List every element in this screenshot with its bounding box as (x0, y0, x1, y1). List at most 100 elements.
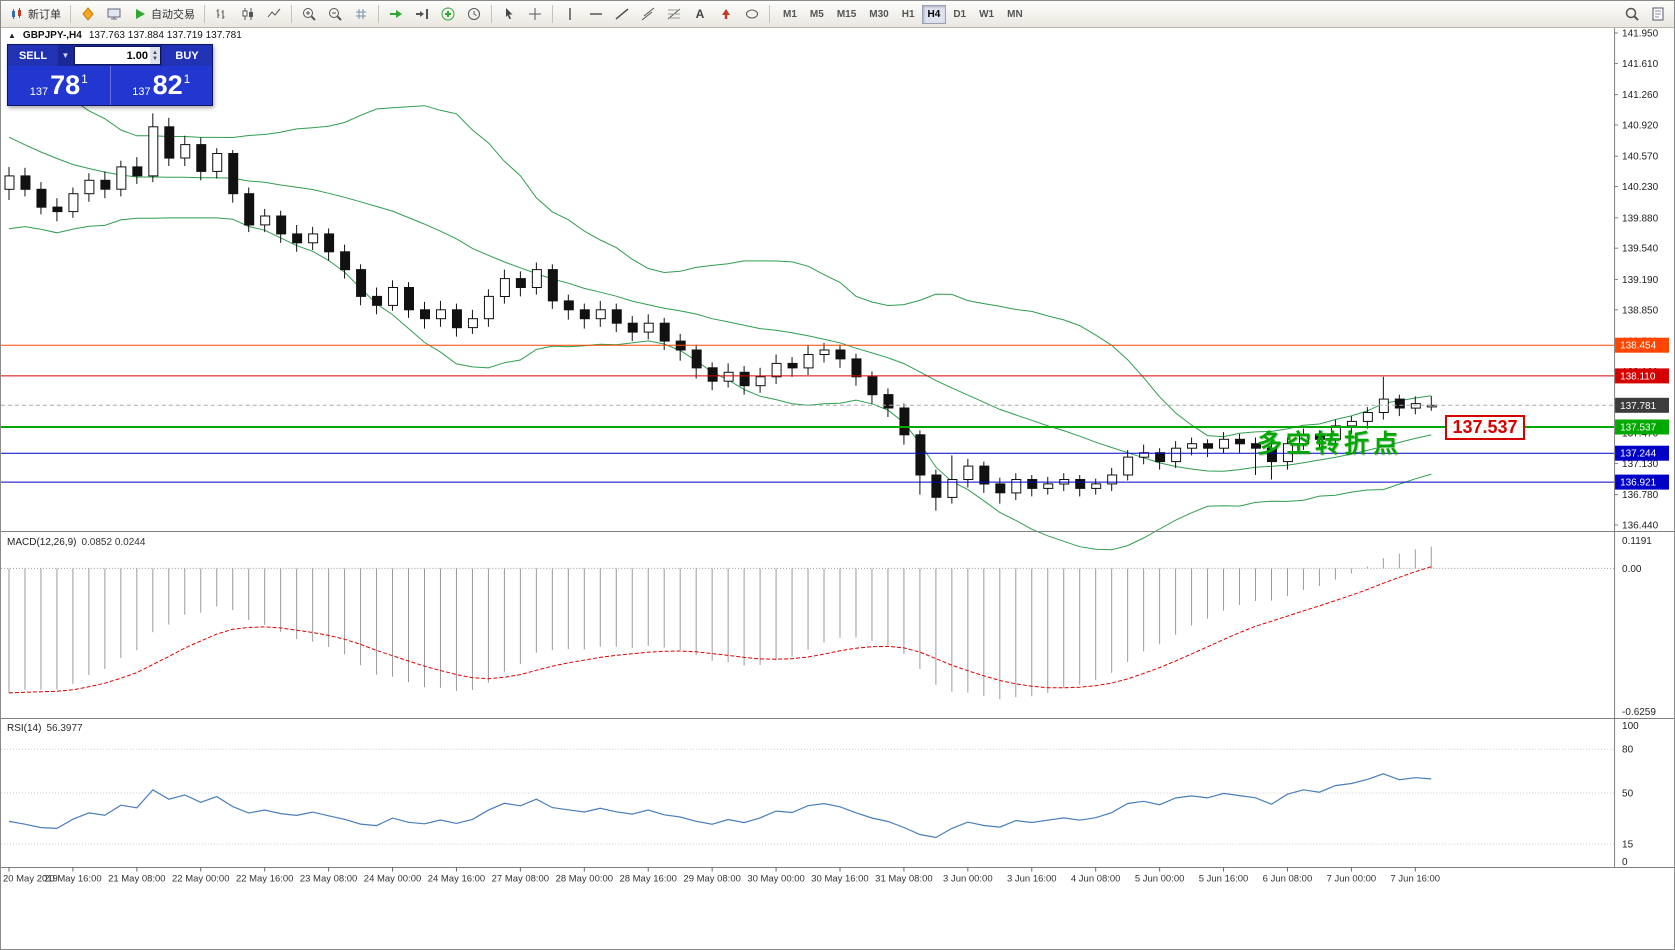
volume-input[interactable] (75, 47, 150, 64)
rsi-scale-label: 0 (1622, 857, 1628, 868)
candle (947, 479, 958, 498)
periods-button[interactable] (462, 3, 486, 25)
timeframe-W1[interactable]: W1 (973, 5, 1000, 24)
candle (1075, 479, 1086, 489)
chevron-down-icon: ▼ (61, 51, 70, 60)
candle (1251, 443, 1261, 449)
candle (116, 166, 127, 190)
time-axis-label: 7 Jun 16:00 (1391, 873, 1441, 884)
candle (739, 371, 750, 387)
text-label-button[interactable]: A (688, 3, 712, 25)
arrow-object-button[interactable] (714, 3, 738, 25)
timeframe-D1[interactable]: D1 (947, 5, 972, 24)
price-level-tag-text: 137.244 (1620, 449, 1657, 460)
time-axis-label: 3 Jun 00:00 (943, 873, 993, 884)
indicators-button[interactable] (436, 3, 460, 25)
timeframe-MN[interactable]: MN (1001, 5, 1029, 24)
cursor-button[interactable] (497, 3, 521, 25)
candlestick-chart-button[interactable] (236, 3, 260, 25)
candle (979, 465, 990, 485)
chart-background (1, 28, 1674, 949)
zoom-in-icon (301, 6, 317, 22)
timeframe-M30[interactable]: M30 (863, 5, 894, 24)
candle (84, 179, 95, 195)
search-icon (1624, 6, 1640, 22)
timeframe-M1[interactable]: M1 (777, 5, 803, 24)
crosshair-button[interactable] (523, 3, 547, 25)
time-axis-label: 21 May 08:00 (108, 873, 165, 884)
buy-price-base: 137 (132, 85, 151, 98)
candle (723, 371, 734, 382)
metaquotes-button[interactable] (76, 3, 100, 25)
chart-canvas[interactable]: 141.950 141.610 141.260 140.920 140.570 140.2… (1, 28, 1674, 949)
time-axis-label: 24 May 00:00 (364, 873, 421, 884)
grid-button[interactable] (349, 3, 373, 25)
price-level-tag-text: 138.110 (1620, 371, 1656, 382)
auto-scroll-button[interactable] (384, 3, 408, 25)
rsi-scale-label: 80 (1622, 745, 1634, 756)
candle (388, 287, 399, 306)
candle (499, 278, 510, 298)
order-type-dropdown[interactable]: ▼ (58, 45, 73, 66)
candle (20, 175, 31, 190)
candle (324, 233, 335, 253)
profiles-button[interactable] (102, 3, 126, 25)
trade-panel-collapse-icon[interactable]: ▲ (8, 31, 16, 40)
time-axis-label: 3 Jun 16:00 (1007, 873, 1057, 884)
timeframe-H1[interactable]: H1 (896, 5, 921, 24)
sell-button[interactable]: SELL (8, 45, 58, 66)
bollinger-middle-band (8, 136, 1432, 472)
candle (1043, 483, 1054, 489)
linechart-icon (266, 6, 282, 22)
price-scale-label: 139.540 (1622, 244, 1659, 255)
zoom-out-icon (327, 6, 343, 22)
timeframe-M15[interactable]: M15 (831, 5, 862, 24)
autoscroll-icon (388, 6, 404, 22)
chart-annotation-text: 多空转折点 (1257, 430, 1403, 458)
chart-shift-button[interactable] (410, 3, 434, 25)
volume-increase-button[interactable]: ▲ (152, 49, 158, 56)
zoom-in-button[interactable] (297, 3, 321, 25)
candle (611, 309, 622, 324)
autotrading-button[interactable]: 自动交易 (128, 3, 199, 25)
volume-decrease-button[interactable]: ▼ (152, 55, 158, 62)
price-level-tag (1615, 474, 1670, 490)
price-level-tag (1615, 337, 1670, 353)
buy-price-button[interactable]: 137 82 1 (109, 66, 213, 105)
time-axis[interactable] (1, 868, 1674, 950)
horizontal-line-button[interactable] (584, 3, 608, 25)
bars-chart-button[interactable] (210, 3, 234, 25)
zoom-out-button[interactable] (323, 3, 347, 25)
new-order-button[interactable]: 新订单 (5, 3, 65, 25)
candle (435, 309, 446, 320)
rsi-scale-label: 50 (1622, 788, 1634, 799)
crosshair-icon (527, 6, 543, 22)
equidistant-channel-button[interactable] (636, 3, 660, 25)
timeframe-M5[interactable]: M5 (804, 5, 830, 24)
candle (1123, 456, 1134, 476)
candle (260, 215, 271, 226)
hline-icon (588, 6, 604, 22)
time-axis-label: 22 May 00:00 (172, 873, 229, 884)
price-scale-label: 139.190 (1622, 275, 1659, 286)
macd-values: 0.0852 0.0244 (81, 537, 146, 548)
shapes-button[interactable] (740, 3, 764, 25)
buy-button[interactable]: BUY (162, 45, 212, 66)
time-axis-label: 5 Jun 00:00 (1135, 873, 1185, 884)
timeframe-H4[interactable]: H4 (921, 4, 947, 24)
line-chart-button[interactable] (262, 3, 286, 25)
candle (563, 300, 574, 311)
one-click-trading-panel: SELL ▼ ▲ ▼ BUY 137 78 1 (7, 44, 213, 106)
data-window-button[interactable] (1646, 3, 1670, 25)
fibonacci-button[interactable] (662, 3, 686, 25)
time-axis-label: 28 May 00:00 (556, 873, 613, 884)
buy-price-point: 1 (183, 71, 191, 86)
vertical-line-button[interactable] (558, 3, 582, 25)
trendline-button[interactable] (610, 3, 634, 25)
search-button[interactable] (1620, 3, 1644, 25)
sell-price-button[interactable]: 137 78 1 (8, 66, 110, 105)
toolbar-separator (769, 5, 770, 23)
candles-icon (240, 6, 256, 22)
time-axis-label: 6 Jun 08:00 (1263, 873, 1313, 884)
